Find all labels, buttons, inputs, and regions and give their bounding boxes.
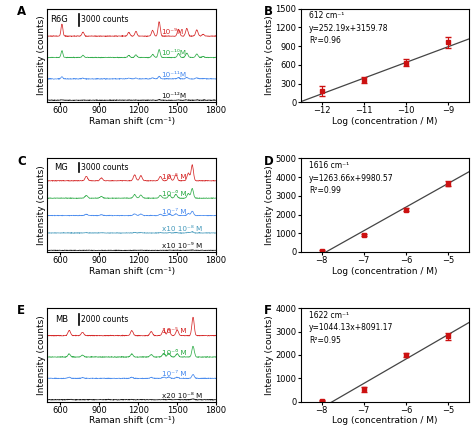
- Text: MB: MB: [55, 315, 68, 324]
- Text: E: E: [17, 305, 25, 318]
- Y-axis label: Intensity (counts): Intensity (counts): [265, 315, 274, 395]
- Text: B: B: [264, 5, 273, 18]
- Y-axis label: Intensity (counts): Intensity (counts): [37, 315, 46, 395]
- Text: 1616 cm⁻¹
y=1263.66x+9980.57
R²=0.99: 1616 cm⁻¹ y=1263.66x+9980.57 R²=0.99: [309, 161, 393, 195]
- Text: 3000 counts: 3000 counts: [81, 163, 128, 172]
- Text: R6G: R6G: [50, 16, 68, 24]
- Text: 10⁻⁷ M: 10⁻⁷ M: [162, 209, 186, 215]
- Text: 10⁻⁶ M: 10⁻⁶ M: [162, 191, 186, 197]
- X-axis label: Log (concentration / M): Log (concentration / M): [332, 267, 438, 276]
- Y-axis label: Intensity (counts): Intensity (counts): [265, 165, 274, 245]
- Text: C: C: [17, 155, 26, 168]
- Text: D: D: [264, 155, 273, 168]
- Text: x10 10⁻⁹ M: x10 10⁻⁹ M: [162, 243, 202, 249]
- Text: 10⁻¹²M: 10⁻¹²M: [162, 93, 187, 99]
- X-axis label: Raman shift (cm⁻¹): Raman shift (cm⁻¹): [89, 267, 175, 276]
- X-axis label: Raman shift (cm⁻¹): Raman shift (cm⁻¹): [89, 117, 175, 126]
- Text: x10 10⁻⁸ M: x10 10⁻⁸ M: [162, 226, 202, 232]
- Text: MG: MG: [55, 163, 68, 172]
- Text: 10⁻¹⁰M: 10⁻¹⁰M: [162, 50, 187, 56]
- Y-axis label: Intensity (counts): Intensity (counts): [265, 16, 274, 95]
- Text: 10⁻¹¹M: 10⁻¹¹M: [162, 72, 187, 78]
- Text: 10⁻⁷ M: 10⁻⁷ M: [162, 371, 186, 377]
- Text: 1622 cm⁻¹
y=1044.13x+8091.17
R²=0.95: 1622 cm⁻¹ y=1044.13x+8091.17 R²=0.95: [309, 311, 393, 345]
- X-axis label: Raman shift (cm⁻¹): Raman shift (cm⁻¹): [89, 416, 175, 426]
- Y-axis label: Intensity (counts): Intensity (counts): [37, 16, 46, 95]
- X-axis label: Log (concentration / M): Log (concentration / M): [332, 117, 438, 126]
- Text: 612 cm⁻¹
y=252.19x+3159.78
R²=0.96: 612 cm⁻¹ y=252.19x+3159.78 R²=0.96: [309, 11, 389, 45]
- Text: F: F: [264, 305, 272, 318]
- Text: 10⁻⁹M: 10⁻⁹M: [162, 29, 184, 35]
- Text: 2000 counts: 2000 counts: [81, 315, 128, 324]
- Text: 10⁻⁶ M: 10⁻⁶ M: [162, 350, 186, 356]
- Text: 10⁻⁵ M: 10⁻⁵ M: [162, 174, 186, 180]
- Y-axis label: Intensity (counts): Intensity (counts): [37, 165, 46, 245]
- Text: 10⁻⁵ M: 10⁻⁵ M: [162, 328, 186, 334]
- Text: 3000 counts: 3000 counts: [81, 16, 128, 24]
- Text: A: A: [17, 5, 26, 18]
- X-axis label: Log (concentration / M): Log (concentration / M): [332, 416, 438, 426]
- Text: x20 10⁻⁸ M: x20 10⁻⁸ M: [162, 393, 202, 399]
